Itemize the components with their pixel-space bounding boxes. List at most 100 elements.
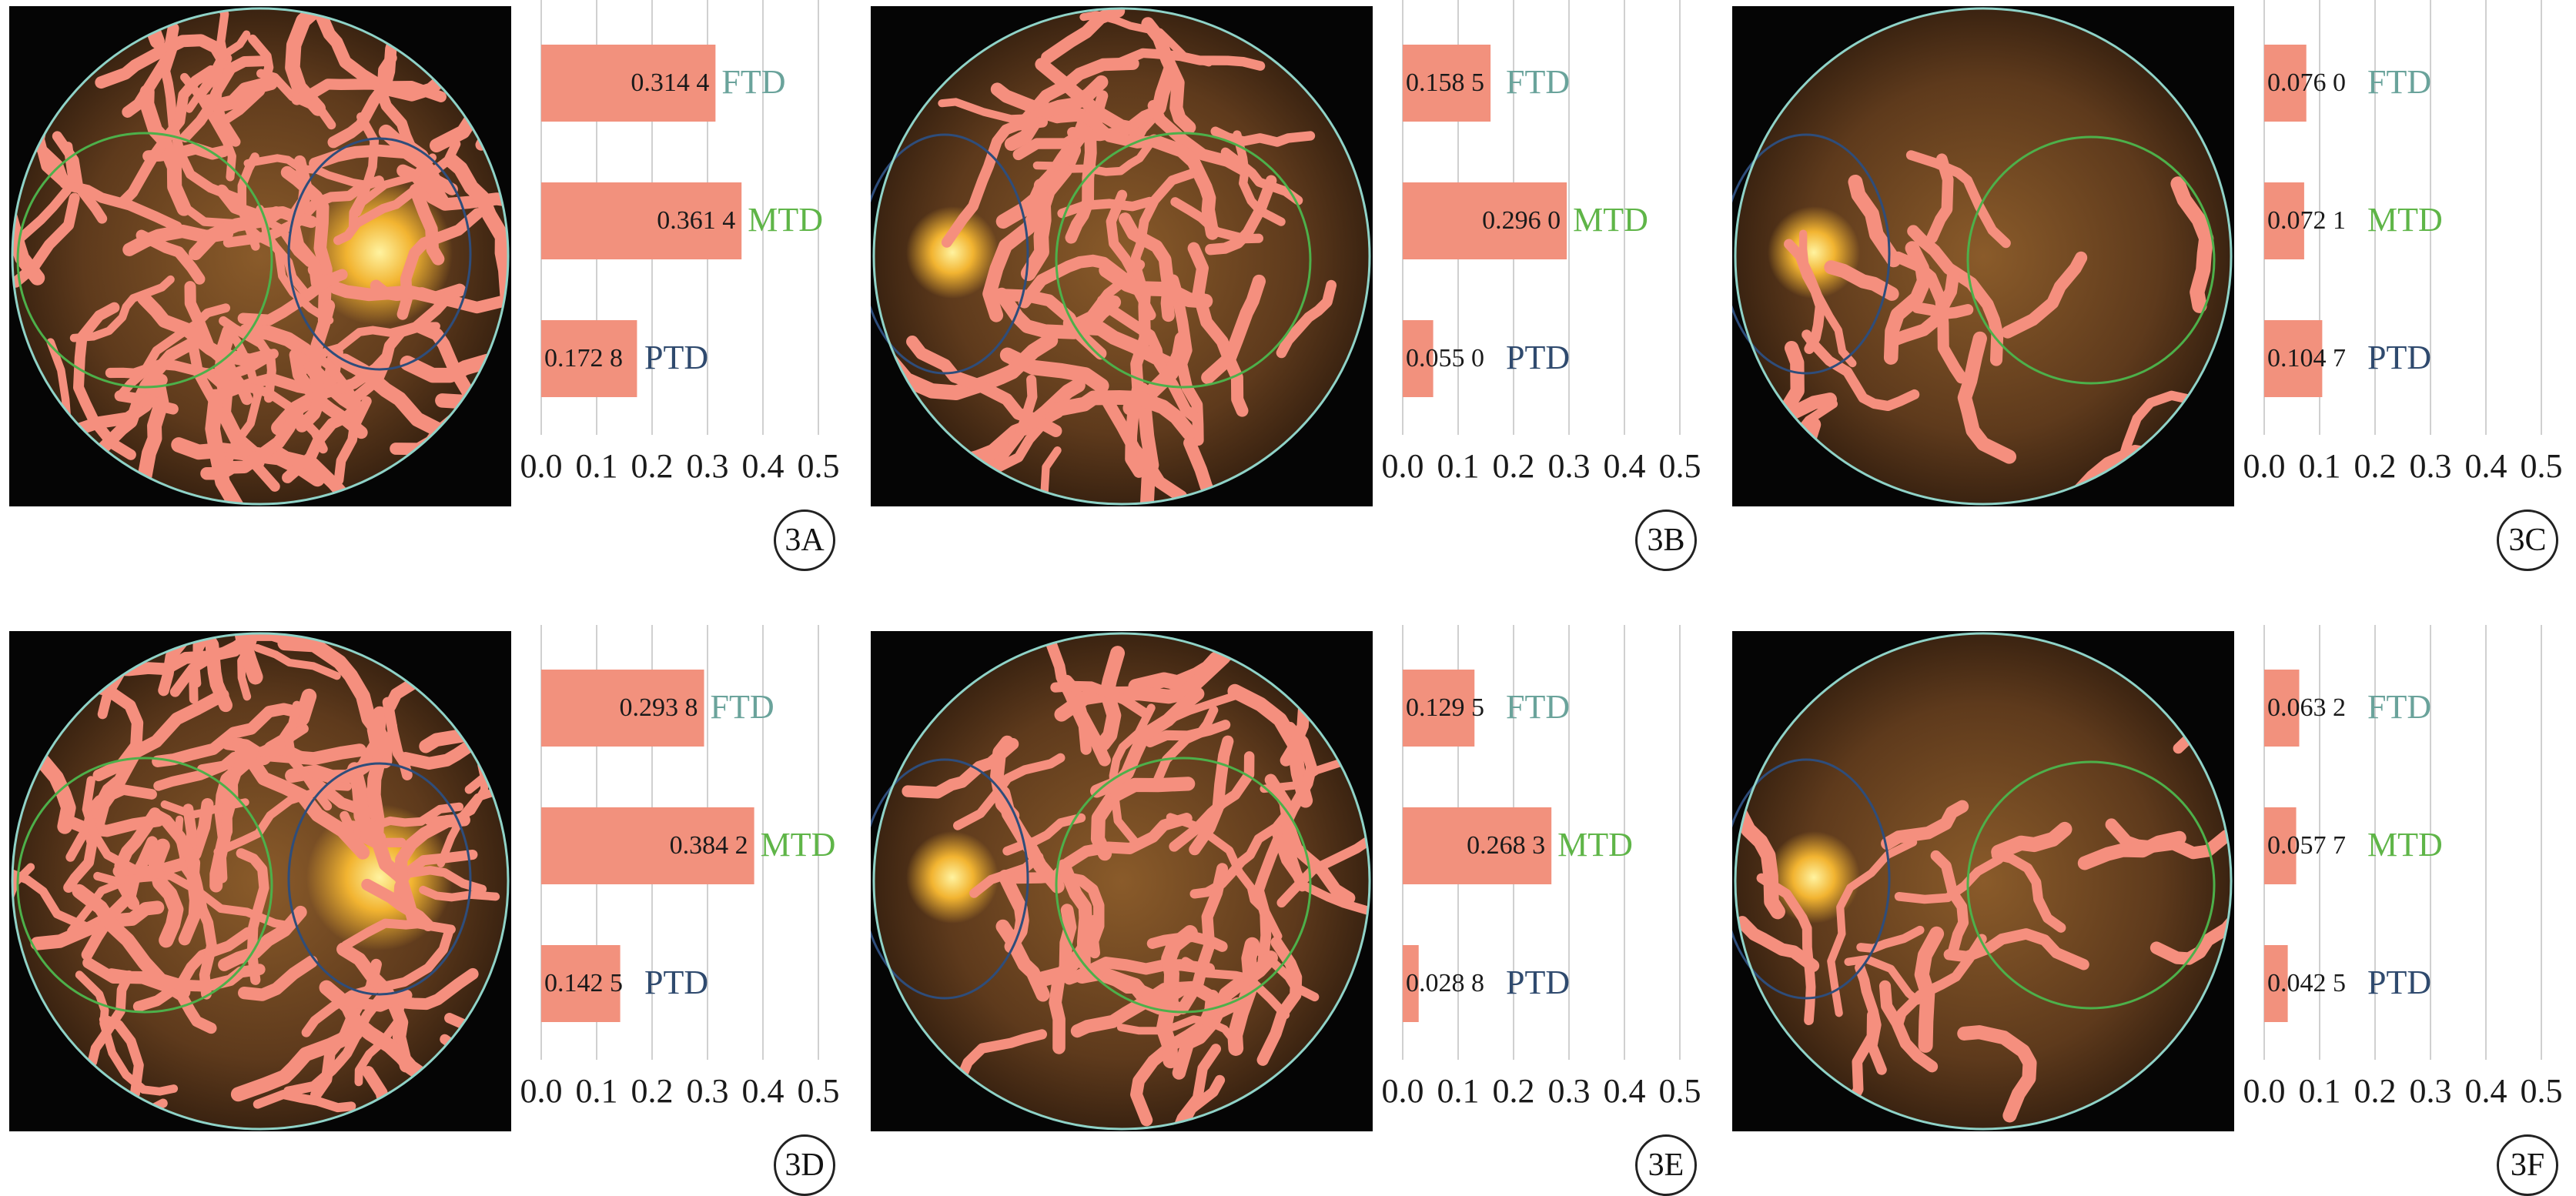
x-tick-label: 0.0 (2243, 1072, 2286, 1110)
vessel-segment (1054, 650, 1231, 722)
vessel-segment (1047, 389, 1196, 440)
bar-value-label: 0.142 5 (544, 969, 623, 997)
bar-value-label: 0.057 7 (2267, 831, 2346, 860)
x-tick-label: 0.1 (2299, 447, 2341, 485)
vessel-segment (1189, 735, 1234, 856)
vessel-segment (322, 984, 413, 1012)
x-tick-label: 0.4 (742, 1072, 785, 1110)
bar-value-label: 0.314 4 (631, 68, 709, 97)
fundus-boundary-ring (872, 7, 1371, 506)
vessel-segment (182, 803, 217, 1000)
bar-mtd (1403, 807, 1552, 884)
vessel-segment (1914, 926, 1945, 1053)
x-tick-label: 0.0 (1382, 1072, 1424, 1110)
bar-mtd (1403, 182, 1567, 259)
x-tick-label: 0.3 (1548, 1072, 1591, 1110)
vessel-segment (394, 813, 470, 929)
vessel-segment (1141, 17, 1196, 135)
vessel-segment (1099, 262, 1213, 309)
vessel-segment (12, 812, 103, 937)
bar-ptd (1403, 945, 1419, 1022)
vessel-segment (1041, 8, 1126, 64)
vessel-segment (1844, 955, 1922, 1005)
optic-disc-ring (287, 137, 472, 371)
fundus-boundary-ring (1734, 7, 2233, 506)
vessel-segment (99, 1014, 144, 1099)
vessel-segment (1183, 436, 1236, 504)
bar-chart: 0.0 0.1 0.2 0.3 0.4 0.5 0.129 5 FTD 0.268 3 MTD 0.… (1382, 625, 1701, 1110)
vessel-segment (378, 967, 479, 1011)
vessel-segment (32, 750, 76, 834)
vessel-segment (1926, 153, 1954, 244)
vessel-segment (73, 302, 136, 460)
vessel-segment (12, 192, 80, 288)
vessel-segment (1256, 936, 1303, 1066)
category-label-ftd: FTD (721, 63, 785, 101)
vessel-segment (105, 964, 266, 992)
vessel-segment (1021, 57, 1139, 125)
category-label-ftd: FTD (2367, 688, 2431, 726)
vessel-segment (350, 286, 459, 403)
x-tick-label: 0.1 (576, 447, 618, 485)
vessel-segment (1130, 169, 1197, 295)
category-label-ptd: PTD (1506, 964, 1570, 1001)
category-label-ftd: FTD (1506, 63, 1570, 101)
density-chart: 0.0 0.1 0.2 0.3 0.4 0.5 0.158 5 FTD 0.296 0 MTD 0.… (1382, 0, 1757, 508)
vessel-segment (1276, 279, 1337, 359)
macula-ring (16, 757, 273, 1014)
vessel-segment (69, 275, 175, 342)
vessel-segment (116, 303, 231, 399)
bar-ptd (541, 320, 637, 397)
vessel-segment (1227, 937, 1260, 1056)
x-tick-label: 0.4 (1604, 447, 1646, 485)
fundus-image (1732, 6, 2234, 506)
vessel-segment (1887, 267, 1960, 347)
vessel-segment (213, 781, 352, 857)
vessel-segment (150, 809, 202, 946)
optic-disc (906, 206, 999, 299)
panel-label: 3E (1635, 1134, 1697, 1196)
bar-value-label: 0.104 7 (2267, 344, 2346, 372)
fundus-disc (1735, 633, 2231, 1129)
vessel-segment (205, 391, 265, 504)
vessel-segment (1101, 394, 1188, 503)
vessel-segment (1158, 1074, 1226, 1129)
fundus-photo (1732, 631, 2234, 1131)
optic-disc-ring (871, 133, 1029, 375)
fundus-photo (9, 6, 511, 506)
density-chart: 0.0 0.1 0.2 0.3 0.4 0.5 0.063 2 FTD 0.057 7 MTD 0.… (2243, 625, 2576, 1133)
x-tick-label: 0.0 (520, 447, 563, 485)
vessel-segment (990, 735, 1020, 823)
vessel-segment (253, 643, 341, 680)
category-label-mtd: MTD (761, 826, 836, 864)
vessel-segment (361, 878, 434, 932)
vessel-segment (1002, 813, 1086, 856)
vessel-segment (1827, 838, 1918, 1017)
vessel-segment (75, 970, 179, 1096)
category-label-mtd: MTD (1573, 201, 1648, 239)
vessel-segment (953, 753, 1066, 830)
vessel-segment (1905, 150, 2011, 249)
vessel-segment (200, 400, 306, 480)
vessel-segment (291, 79, 447, 105)
x-tick-label: 0.2 (631, 447, 674, 485)
vessel-segment (1018, 254, 1129, 309)
bar-ftd (1403, 45, 1491, 122)
vessel-segment (1735, 916, 1820, 973)
vessel-segment (347, 762, 386, 846)
x-tick-label: 0.1 (2299, 1072, 2341, 1110)
vessel-segment (444, 153, 508, 302)
x-tick-label: 0.2 (1493, 447, 1535, 485)
vessel-segment (1824, 260, 1899, 301)
category-label-mtd: MTD (748, 201, 823, 239)
vessel-segment (1907, 225, 2004, 366)
bar-chart: 0.0 0.1 0.2 0.3 0.4 0.5 0.063 2 FTD 0.057 7 MTD 0.… (2243, 625, 2563, 1110)
optic-disc-ring (1732, 133, 1891, 375)
vessel-segment (237, 269, 348, 326)
vessel-segment (1029, 914, 1104, 988)
bar-value-label: 0.076 0 (2267, 68, 2346, 97)
vessel-segment (1004, 75, 1109, 152)
vessel-segment (1881, 800, 1969, 850)
vessel-segment (1109, 703, 1156, 845)
optic-disc-ring (287, 762, 472, 996)
